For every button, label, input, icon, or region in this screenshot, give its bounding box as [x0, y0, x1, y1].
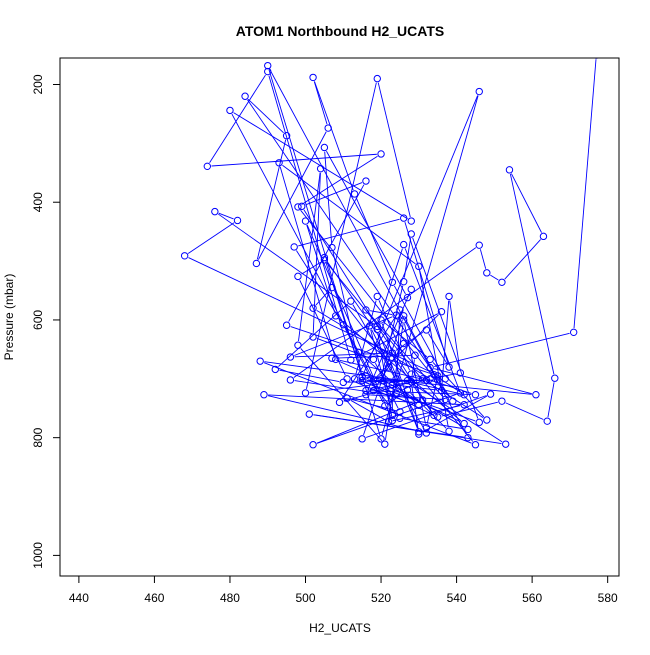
chart-title: ATOM1 Northbound H2_UCATS	[236, 23, 444, 39]
x-tick-label: 460	[144, 591, 164, 605]
y-tick-label: 400	[31, 192, 45, 212]
y-axis-label: Pressure (mbar)	[2, 274, 16, 361]
x-tick-label: 560	[522, 591, 542, 605]
x-axis-label: H2_UCATS	[309, 621, 371, 635]
x-tick-label: 480	[220, 591, 240, 605]
y-tick-label: 200	[31, 74, 45, 94]
x-tick-label: 580	[598, 591, 618, 605]
x-tick-label: 520	[371, 591, 391, 605]
x-tick-label: 540	[447, 591, 467, 605]
y-tick-label: 800	[31, 427, 45, 447]
x-tick-label: 500	[295, 591, 315, 605]
y-tick-label: 600	[31, 310, 45, 330]
x-tick-label: 440	[69, 591, 89, 605]
y-tick-label: 1000	[31, 542, 45, 569]
